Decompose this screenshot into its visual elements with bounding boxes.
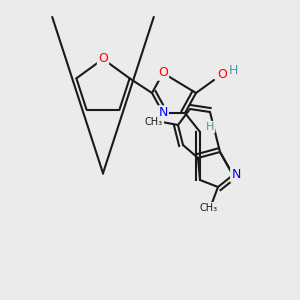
Text: N: N bbox=[158, 106, 168, 119]
Text: H: H bbox=[228, 64, 238, 76]
Text: CH₃: CH₃ bbox=[200, 203, 218, 213]
Text: O: O bbox=[158, 67, 168, 80]
Text: N: N bbox=[231, 169, 241, 182]
Text: O: O bbox=[217, 68, 227, 82]
Text: H: H bbox=[206, 122, 214, 132]
Text: O: O bbox=[98, 52, 108, 65]
Text: CH₃: CH₃ bbox=[145, 117, 163, 127]
